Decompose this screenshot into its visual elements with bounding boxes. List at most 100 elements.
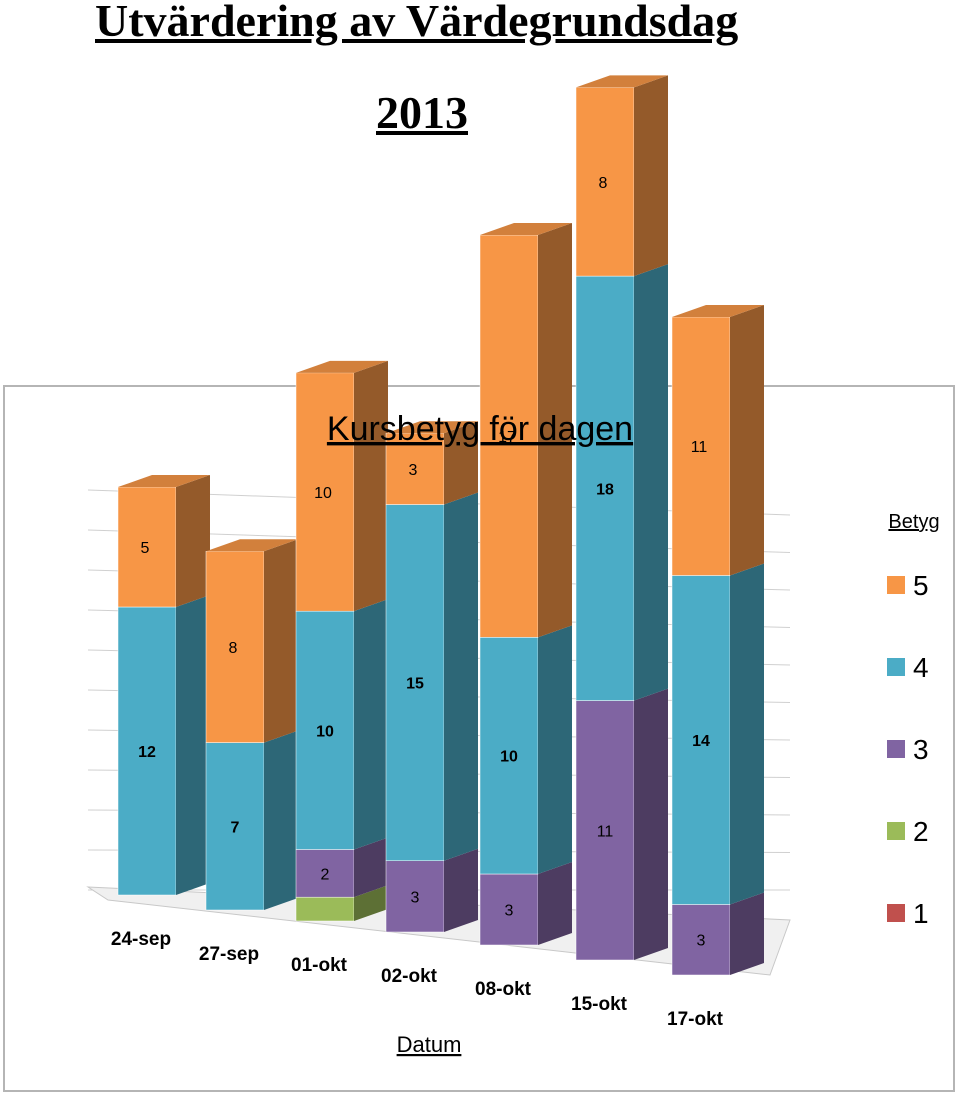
bar-segment-side — [354, 837, 388, 898]
bar-segment — [295, 849, 355, 898]
bar-segment-side — [730, 563, 764, 905]
legend: 5 4 3 2 1 — [887, 570, 929, 929]
data-label: 15 — [406, 676, 424, 693]
legend-label: 4 — [913, 652, 929, 683]
legend-item-5: 5 — [887, 570, 929, 601]
bar-segment — [295, 372, 355, 612]
data-label: 3 — [411, 889, 420, 906]
bar-segment-side — [264, 539, 298, 743]
data-label: 5 — [141, 540, 150, 557]
bar-top-face — [576, 75, 668, 88]
bar-segment-side — [176, 595, 210, 895]
legend-swatch — [887, 904, 905, 922]
legend-item-1: 1 — [887, 898, 929, 929]
legend-label: 3 — [913, 734, 929, 765]
x-tick-label: 15-okt — [571, 994, 628, 1015]
x-tick-label: 08-okt — [475, 979, 532, 1000]
legend-swatch — [887, 740, 905, 758]
bar-segment — [385, 860, 445, 933]
bar-top-face — [206, 539, 298, 552]
bar-segment-side — [354, 885, 388, 921]
bar-column-02-okt: 3 15 3 — [385, 421, 478, 933]
bar-segment — [671, 575, 731, 905]
data-label: 18 — [596, 481, 614, 498]
bar-segment — [117, 486, 177, 608]
legend-label: 5 — [913, 570, 929, 601]
bar-column-01-okt: 2 10 10 — [295, 360, 388, 922]
chart-title: Kursbetyg för dagen — [327, 410, 633, 448]
bar-segment — [479, 234, 539, 638]
bar-segment-side — [730, 304, 764, 576]
data-label: 17 — [498, 429, 516, 446]
x-tick-label: 27-sep — [199, 944, 259, 965]
data-label: 12 — [138, 744, 156, 761]
bar-column-08-okt: 3 10 17 — [479, 223, 572, 946]
data-label: 8 — [229, 640, 238, 657]
x-tick-label: 17-okt — [667, 1009, 724, 1030]
bar-segment — [575, 700, 635, 961]
chart-bars: 0125078210103153310171118831411 — [117, 75, 764, 976]
bar-column-27-sep: 078 — [205, 539, 298, 912]
bar-segment — [295, 896, 355, 922]
bar-segment-side — [444, 492, 478, 861]
bar-segment — [205, 551, 265, 743]
data-label: 11 — [691, 439, 708, 456]
x-tick-label: 24-sep — [111, 929, 171, 950]
bar-column-15-okt: 11 18 8 — [575, 75, 668, 961]
page-title-year: 2013 — [376, 87, 468, 138]
bar-segment — [479, 637, 539, 875]
bar-segment — [205, 742, 265, 911]
bar-segment-side — [538, 625, 572, 875]
data-label: 3 — [505, 903, 514, 920]
data-label: 11 — [597, 823, 614, 840]
legend-swatch — [887, 576, 905, 594]
bar-top-face — [386, 421, 478, 434]
bar-segment-side — [634, 75, 668, 277]
bar-segment — [575, 87, 635, 277]
bar-segment — [295, 610, 355, 850]
bar-segment-side — [444, 421, 478, 505]
x-axis-title: Datum — [397, 1032, 462, 1057]
legend-label: 2 — [913, 816, 929, 847]
x-tick-label: 02-okt — [381, 966, 438, 987]
data-label: 7 — [231, 819, 240, 836]
bar-segment-side — [538, 223, 572, 638]
page-title-line1: Utvärdering av Värdegrundsdag — [95, 0, 739, 46]
bar-top-face — [480, 223, 572, 236]
data-label: 8 — [599, 175, 608, 192]
bar-segment-side — [730, 892, 764, 975]
bar-top-face — [118, 475, 210, 487]
x-tick-label: 01-okt — [291, 955, 348, 976]
data-label: 3 — [409, 462, 418, 479]
bar-segment-side — [354, 599, 388, 850]
bar-segment — [385, 504, 445, 862]
legend-label: 1 — [913, 898, 929, 929]
data-label: 10 — [316, 723, 334, 740]
bar-segment-side — [264, 730, 298, 910]
bar-segment-side — [538, 862, 572, 945]
bar-segment-side — [634, 264, 668, 701]
legend-swatch — [887, 822, 905, 840]
bar-segment — [385, 433, 445, 505]
bar-top-face — [672, 304, 764, 317]
bar-segment — [117, 606, 177, 896]
data-label: 10 — [314, 485, 332, 502]
bar-segment — [671, 904, 731, 976]
bar-segment — [575, 275, 635, 701]
data-label: 2 — [321, 866, 330, 883]
bar-segment-side — [444, 848, 478, 932]
legend-title: Betyg — [888, 511, 939, 533]
legend-item-2: 2 — [887, 816, 929, 847]
bar-column-24-sep: 0125 — [117, 475, 210, 897]
bar-segment-side — [634, 688, 668, 960]
x-axis-ticks: 24-sep 27-sep 01-okt 02-okt 08-okt 15-okt 17-o… — [111, 929, 724, 1030]
data-label: 3 — [697, 933, 706, 950]
bar-segment — [479, 873, 539, 946]
data-label: 10 — [500, 749, 518, 766]
bar-segment-side — [176, 475, 210, 607]
bar-top-face — [296, 360, 388, 373]
bar-segment-side — [354, 360, 388, 612]
data-label: 14 — [692, 733, 710, 750]
legend-item-3: 3 — [887, 734, 929, 765]
